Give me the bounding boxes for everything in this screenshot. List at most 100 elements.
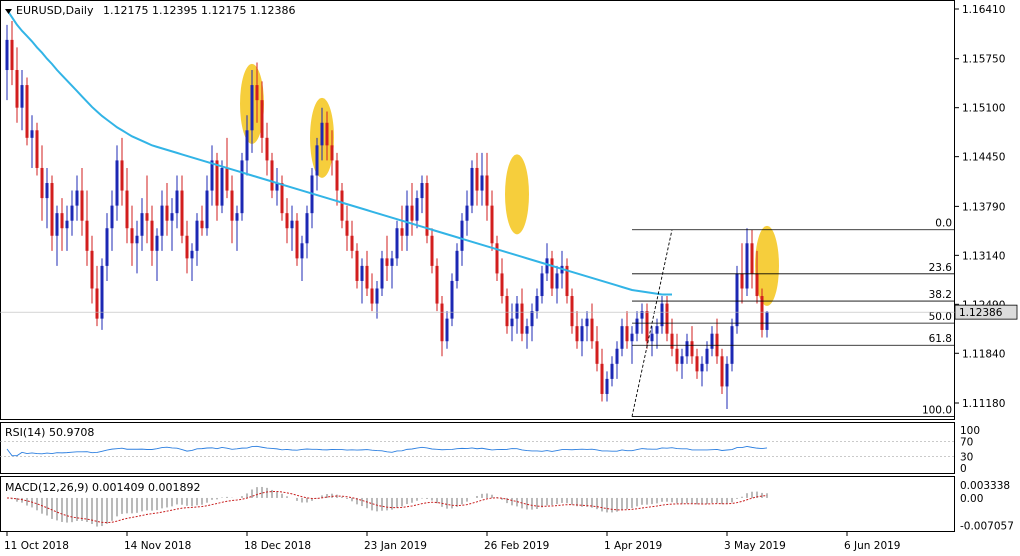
candle-body [615,348,619,364]
candle-body [230,190,234,221]
candle-body [760,296,764,330]
candle-body [755,273,759,297]
candle-body [415,198,419,221]
candle-body [515,303,519,319]
candle-body [480,175,484,191]
price-tick-label: 1.11840 [962,348,1005,360]
candle-body [220,167,224,206]
candle-body [465,205,469,221]
candle-body [240,160,244,214]
candle-body [385,258,389,266]
candle-body [500,273,504,297]
candle-body [395,228,399,259]
candle-body [40,167,44,199]
candle-body [685,341,689,357]
candle-body [345,220,349,236]
candle-body [475,167,479,191]
candle-body [635,318,639,334]
candle-body [120,160,124,191]
candle-body [225,167,229,191]
candle-body [290,220,294,229]
candle-body [280,183,284,214]
price-tick-label: 1.11180 [962,398,1005,410]
price-tick-label: 1.13140 [962,250,1005,262]
candle-body [750,243,754,274]
fibonacci-layer: 0.0 23.6 38.2 50.0 61.8 100.0 [0,218,955,417]
candle-body [380,258,384,289]
candle-body [5,39,9,71]
candle-body [100,265,104,319]
candle-body [705,348,709,364]
candle-body [625,326,629,342]
candle-body [655,326,659,334]
candle-body [10,39,14,71]
rsi-tick-label: 30 [960,452,973,464]
candle-body [115,160,119,206]
candle-body [35,130,39,168]
candle-body [530,311,534,327]
candle-body [525,326,529,334]
candle-body [235,213,239,221]
candle-body [710,333,714,349]
candle-body [245,130,249,161]
ohlc-high: 1.12395 [152,4,198,17]
candle-body [365,265,369,289]
candle-body [45,183,49,199]
candle-body [170,213,174,221]
last-price-label: 1.12386 [959,307,1003,319]
candle-body [375,288,379,304]
candle-body [125,190,129,229]
last-price-tag [954,304,1018,320]
macd-tick-label: 0.003338 [960,480,1010,492]
candle-body [90,250,94,289]
candle-body [575,326,579,342]
candle-body [270,160,274,191]
candle-body [215,160,219,206]
candle-body [490,205,494,244]
chart-title: EURUSD,Daily [16,4,94,17]
candles-layer [5,21,769,410]
fib-trend-line [631,229,673,417]
candle-body [75,190,79,206]
candle-body [550,258,554,289]
candle-body [335,160,339,191]
rsi-tick-label: 0 [960,463,967,475]
rsi-tick-label: 70 [960,436,973,448]
candle-body [745,243,749,289]
candle-body [445,318,449,342]
candle-body [570,296,574,327]
candle-body [640,311,644,319]
macd-panel-frame [0,476,955,532]
candle-body [360,265,364,281]
candle-body [590,318,594,342]
candle-body [185,235,189,259]
candle-body [455,250,459,281]
highlight-ellipse [505,154,529,235]
candle-body [165,205,169,221]
candle-body [535,296,539,312]
date-tick-label: 11 Oct 2018 [4,540,69,552]
candle-body [410,205,414,221]
candle-body [355,250,359,281]
candle-body [25,85,29,138]
candle-body [60,213,64,229]
macd-signal-line [6,491,768,524]
chart-menu-triangle-icon[interactable] [5,9,12,14]
fib-level-label: 23.6 [929,262,953,274]
price-tick-label: 1.16410 [962,4,1005,16]
macd-label: MACD(12,26,9) 0.001409 0.001892 [5,481,201,494]
candle-body [605,378,609,394]
candle-body [740,273,744,289]
candle-body [725,363,729,387]
candle-body [420,183,424,199]
candle-body [30,130,34,138]
fib-level-label: 100.0 [922,405,952,417]
candle-body [265,137,269,161]
candle-body [505,296,509,327]
candle-body [680,356,684,364]
candle-body [180,190,184,236]
price-tick-label: 1.13790 [962,201,1005,213]
candle-body [250,85,254,131]
candle-body [135,235,139,244]
candle-body [150,220,154,251]
